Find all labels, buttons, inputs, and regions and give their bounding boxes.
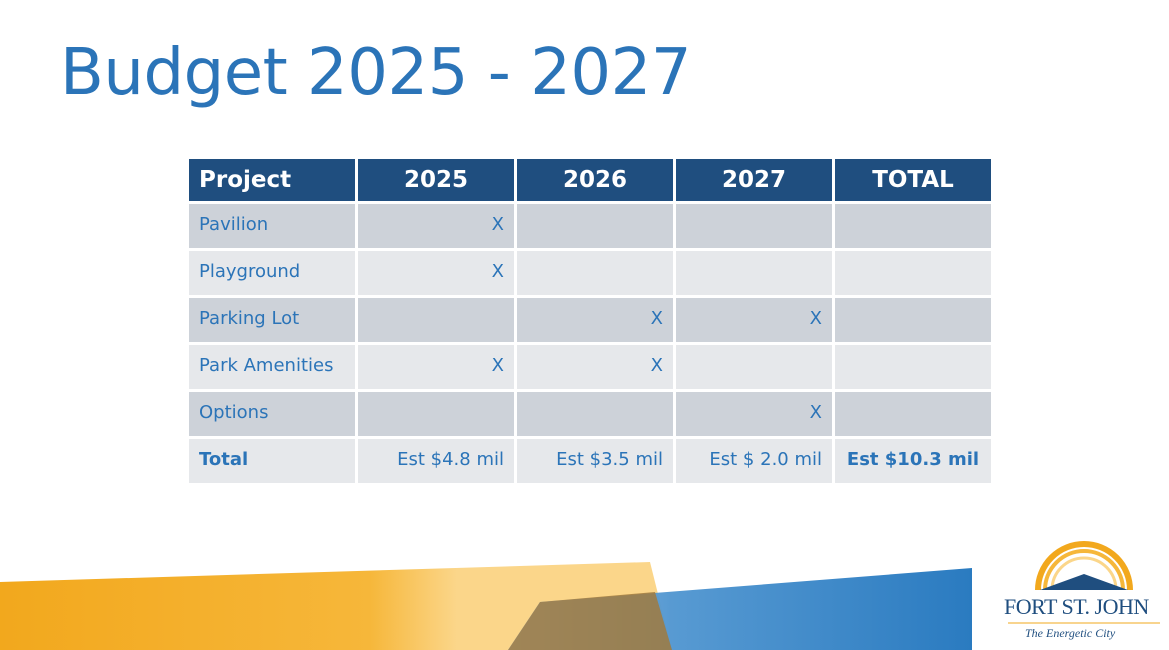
orange-band bbox=[0, 562, 672, 650]
cell-2027: X bbox=[676, 392, 832, 436]
cell-total bbox=[835, 392, 991, 436]
cell-total bbox=[835, 345, 991, 389]
cell-2026 bbox=[517, 392, 673, 436]
sun-arc-icon bbox=[1043, 549, 1125, 591]
cell-total bbox=[835, 251, 991, 295]
budget-table: Project 2025 2026 2027 TOTAL Pavilion X … bbox=[186, 156, 994, 486]
table-row: Parking Lot X X bbox=[189, 298, 991, 342]
cell-2025: X bbox=[358, 345, 514, 389]
project-cell: Park Amenities bbox=[189, 345, 355, 389]
table-row: Playground X bbox=[189, 251, 991, 295]
cell-2026: X bbox=[517, 298, 673, 342]
header-2027: 2027 bbox=[676, 159, 832, 201]
project-cell: Playground bbox=[189, 251, 355, 295]
footer-banner bbox=[0, 562, 972, 650]
table-header-row: Project 2025 2026 2027 TOTAL bbox=[189, 159, 991, 201]
cell-2027: X bbox=[676, 298, 832, 342]
slide-title: Budget 2025 - 2027 bbox=[60, 36, 692, 110]
project-cell: Pavilion bbox=[189, 204, 355, 248]
cell-2027 bbox=[676, 251, 832, 295]
grand-total: Est $10.3 mil bbox=[835, 439, 991, 483]
overlap-band bbox=[508, 592, 672, 650]
header-2026: 2026 bbox=[517, 159, 673, 201]
project-cell: Options bbox=[189, 392, 355, 436]
cell-2025 bbox=[358, 392, 514, 436]
logo-wordmark: FORT ST. JOHN bbox=[1004, 594, 1149, 619]
cell-total bbox=[835, 298, 991, 342]
total-label: Total bbox=[189, 439, 355, 483]
cell-2025: X bbox=[358, 251, 514, 295]
cell-2027 bbox=[676, 204, 832, 248]
mountain-icon bbox=[1040, 574, 1128, 590]
table-row: Pavilion X bbox=[189, 204, 991, 248]
logo-tagline: The Energetic City bbox=[1025, 626, 1116, 640]
total-2027: Est $ 2.0 mil bbox=[676, 439, 832, 483]
cell-2026 bbox=[517, 251, 673, 295]
project-cell: Parking Lot bbox=[189, 298, 355, 342]
cell-total bbox=[835, 204, 991, 248]
total-2025: Est $4.8 mil bbox=[358, 439, 514, 483]
table-row: Park Amenities X X bbox=[189, 345, 991, 389]
city-logo bbox=[1008, 541, 1160, 624]
header-total: TOTAL bbox=[835, 159, 991, 201]
cell-2027 bbox=[676, 345, 832, 389]
cell-2026: X bbox=[517, 345, 673, 389]
sun-arc-icon bbox=[1035, 541, 1133, 591]
header-2025: 2025 bbox=[358, 159, 514, 201]
total-2026: Est $3.5 mil bbox=[517, 439, 673, 483]
table-row: Options X bbox=[189, 392, 991, 436]
cell-2026 bbox=[517, 204, 673, 248]
cell-2025: X bbox=[358, 204, 514, 248]
header-project: Project bbox=[189, 159, 355, 201]
table-total-row: Total Est $4.8 mil Est $3.5 mil Est $ 2.… bbox=[189, 439, 991, 483]
cell-2025 bbox=[358, 298, 514, 342]
sun-arc-icon bbox=[1050, 556, 1118, 591]
